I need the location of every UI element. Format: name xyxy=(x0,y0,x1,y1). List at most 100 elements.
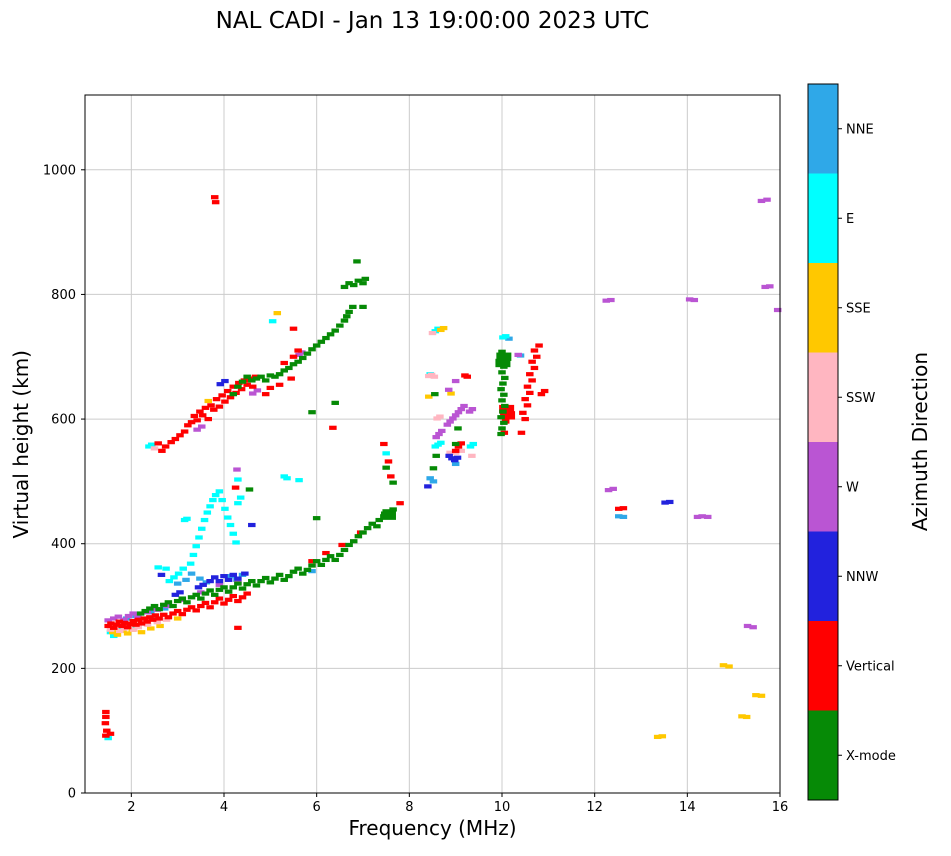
point-X-mode xyxy=(275,572,284,577)
point-Vertical xyxy=(243,591,251,596)
point-NNE xyxy=(308,569,316,574)
point-X-mode xyxy=(146,606,154,611)
point-NNW xyxy=(661,500,669,505)
point-Vertical xyxy=(198,413,207,418)
point-Vertical xyxy=(164,615,173,620)
point-Vertical xyxy=(106,731,115,736)
point-X-mode xyxy=(252,583,261,588)
point-Vertical xyxy=(123,625,132,630)
point-X-mode xyxy=(257,579,265,584)
point-Vertical xyxy=(183,607,191,612)
point-X-mode xyxy=(389,507,397,512)
point-Vertical xyxy=(146,615,154,620)
point-Vertical xyxy=(176,433,184,438)
point-Vertical xyxy=(289,326,298,331)
colorbar-segment-label: X-mode xyxy=(846,749,896,764)
point-Vertical xyxy=(196,409,204,414)
point-Vertical xyxy=(201,600,210,606)
point-X-mode xyxy=(498,426,506,431)
point-Vertical xyxy=(451,448,460,453)
point-W xyxy=(766,284,774,289)
point-X-mode xyxy=(499,381,507,386)
point-W xyxy=(693,514,702,520)
point-Vertical xyxy=(197,603,205,609)
point-E xyxy=(295,478,303,483)
point-X-mode xyxy=(340,318,349,323)
point-Vertical xyxy=(521,397,529,402)
point-X-mode xyxy=(500,392,508,397)
point-Vertical xyxy=(223,388,232,394)
point-X-mode xyxy=(164,600,173,605)
point-Vertical xyxy=(206,605,214,610)
point-X-mode xyxy=(261,575,270,581)
point-W xyxy=(114,614,123,619)
point-W xyxy=(761,284,769,290)
point-X-mode xyxy=(224,589,233,594)
point-X-mode xyxy=(359,304,367,309)
point-X-mode xyxy=(389,480,397,485)
point-Vertical xyxy=(540,388,549,394)
colorbar-segment-label: NNE xyxy=(846,122,874,137)
point-Vertical xyxy=(517,430,526,435)
point-W xyxy=(743,623,752,629)
point-Vertical xyxy=(322,550,330,556)
point-X-mode xyxy=(497,431,505,437)
point-SSE xyxy=(742,714,751,720)
point-SSE xyxy=(738,714,746,719)
point-X-mode xyxy=(451,441,460,447)
point-NNW xyxy=(215,579,224,584)
colorbar-border xyxy=(807,83,839,801)
point-Vertical xyxy=(134,617,143,622)
point-X-mode xyxy=(280,368,288,373)
y-tick-label: 600 xyxy=(51,413,76,428)
point-Vertical xyxy=(107,621,115,626)
point-X-mode xyxy=(303,567,312,572)
x-tick-label: 12 xyxy=(586,800,603,815)
point-X-mode xyxy=(271,374,279,379)
point-Vertical xyxy=(528,359,536,364)
point-X-mode xyxy=(387,511,395,516)
point-Vertical xyxy=(294,348,302,353)
point-Vertical xyxy=(523,384,532,389)
point-E xyxy=(192,544,200,549)
point-SSE xyxy=(113,632,122,637)
point-E xyxy=(179,566,187,571)
point-X-mode xyxy=(498,370,506,375)
point-W xyxy=(435,431,443,437)
point-Vertical xyxy=(215,404,224,409)
point-Vertical xyxy=(248,384,257,389)
point-NNW xyxy=(171,592,180,597)
point-W xyxy=(438,428,446,434)
point-X-mode xyxy=(312,559,321,564)
point-X-mode xyxy=(349,282,358,288)
point-Vertical xyxy=(380,441,388,447)
point-SSE xyxy=(447,391,455,396)
point-Vertical xyxy=(210,195,219,200)
point-W xyxy=(457,407,465,412)
point-X-mode xyxy=(497,387,505,392)
point-X-mode xyxy=(359,530,367,535)
point-Vertical xyxy=(526,372,534,377)
point-Vertical xyxy=(463,374,471,379)
point-Vertical xyxy=(266,385,275,391)
point-X-mode xyxy=(497,415,505,420)
point-X-mode xyxy=(252,376,261,381)
point-X-mode xyxy=(495,358,511,368)
point-Vertical xyxy=(115,619,124,624)
point-X-mode xyxy=(201,591,210,596)
point-X-mode xyxy=(454,426,462,431)
point-Vertical xyxy=(192,608,200,613)
point-W xyxy=(698,514,706,519)
point-X-mode xyxy=(303,351,312,356)
point-NNW xyxy=(194,585,203,590)
point-X-mode xyxy=(312,343,321,348)
point-NNE xyxy=(182,577,190,582)
point-X-mode xyxy=(275,372,284,377)
point-Vertical xyxy=(173,608,182,614)
point-X-mode xyxy=(345,309,353,314)
point-Vertical xyxy=(112,622,121,627)
point-E xyxy=(223,515,232,520)
point-X-mode xyxy=(340,284,349,290)
point-X-mode xyxy=(317,562,326,568)
point-Vertical xyxy=(237,387,246,392)
